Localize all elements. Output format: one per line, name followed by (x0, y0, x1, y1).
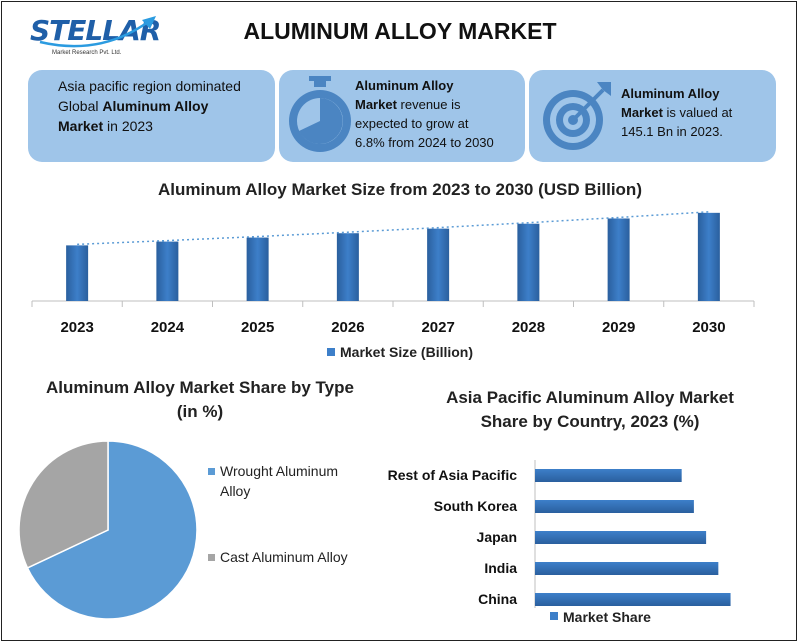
bar-2023 (66, 245, 89, 301)
bar-2026 (336, 233, 359, 301)
target-icon (543, 82, 611, 150)
info-card-value: Aluminum Alloy Market is valued at 145.1… (529, 70, 776, 162)
x-tick-label: 2024 (151, 319, 185, 336)
pie-legend-label: Wrought Aluminum Alloy (220, 463, 338, 499)
info-card-growth: Aluminum Alloy Market revenue is expecte… (279, 70, 525, 162)
hbar-china (535, 593, 731, 606)
y-tick-label: Rest of Asia Pacific (388, 467, 518, 483)
card1-line3: Market in 2023 (58, 118, 153, 134)
trendline (77, 211, 709, 246)
x-tick-label: 2027 (421, 319, 454, 336)
bar-2030 (697, 212, 720, 301)
bar-2025 (246, 237, 269, 301)
pie-chart-title: Aluminum Alloy Market Share by Type (in … (46, 378, 354, 421)
hbar-chart-title: Asia Pacific Aluminum Alloy Market Share… (446, 388, 734, 431)
pie-legend-label: Cast Aluminum Alloy (220, 549, 348, 565)
pie-legend-swatch (208, 468, 215, 475)
pie-slice-1 (18, 440, 109, 569)
card1-line2: Global Aluminum Alloy (58, 98, 209, 114)
logo-text: STELLAR (30, 14, 161, 47)
logo-swoosh-icon (39, 16, 156, 48)
bar-chart-title: Aluminum Alloy Market Size from 2023 to … (158, 180, 642, 199)
logo-subtitle: Market Research Pvt. Ltd. (52, 50, 122, 56)
hbar-india (535, 562, 719, 575)
page-title: ALUMINUM ALLOY MARKET (243, 18, 557, 44)
legend-swatch (327, 348, 335, 356)
hbar-legend-swatch (550, 612, 558, 620)
y-tick-label: India (484, 560, 517, 576)
x-tick-label: 2028 (512, 319, 545, 336)
legend-label: Market Size (Billion) (340, 344, 473, 360)
country-share-bar-chart: Rest of Asia Pacific South Korea Japan Indi… (388, 460, 731, 625)
card2-text: Aluminum Alloy Market revenue is expecte… (355, 78, 494, 150)
bar-2028 (517, 223, 540, 301)
hbar-rest-of-asia-pacific (535, 469, 682, 482)
pie-slice-0 (26, 440, 198, 620)
hbar-legend-label: Market Share (563, 609, 651, 625)
card3-text: Aluminum Alloy Market is valued at 145.1… (621, 86, 733, 139)
hbar-japan (535, 531, 707, 544)
x-tick-label: 2023 (60, 319, 93, 336)
x-tick-label: 2026 (331, 319, 364, 336)
bar-2029 (607, 218, 630, 301)
x-tick-label: 2029 (602, 319, 635, 336)
bar-2027 (427, 228, 450, 301)
y-tick-label: South Korea (434, 498, 517, 514)
hbar-south-korea (535, 500, 694, 513)
stellar-logo: STELLAR Market Research Pvt. Ltd. (30, 12, 161, 62)
market-size-bar-chart: 2023 2024 2025 2026 2027 2028 2029 2030 Market S… (31, 211, 755, 360)
x-tick-label: 2025 (241, 319, 274, 336)
type-share-pie-chart: Wrought Aluminum Alloy Cast Aluminum Alloy (18, 440, 348, 620)
card1-line1: Asia pacific region dominated (58, 78, 241, 94)
pie-legend-swatch (208, 554, 215, 561)
stopwatch-icon (289, 76, 351, 152)
info-card-region: Asia pacific region dominated Global Alu… (28, 70, 275, 162)
bar-2024 (156, 241, 179, 301)
y-tick-label: Japan (477, 529, 517, 545)
y-tick-label: China (478, 591, 517, 607)
x-tick-label: 2030 (692, 319, 725, 336)
